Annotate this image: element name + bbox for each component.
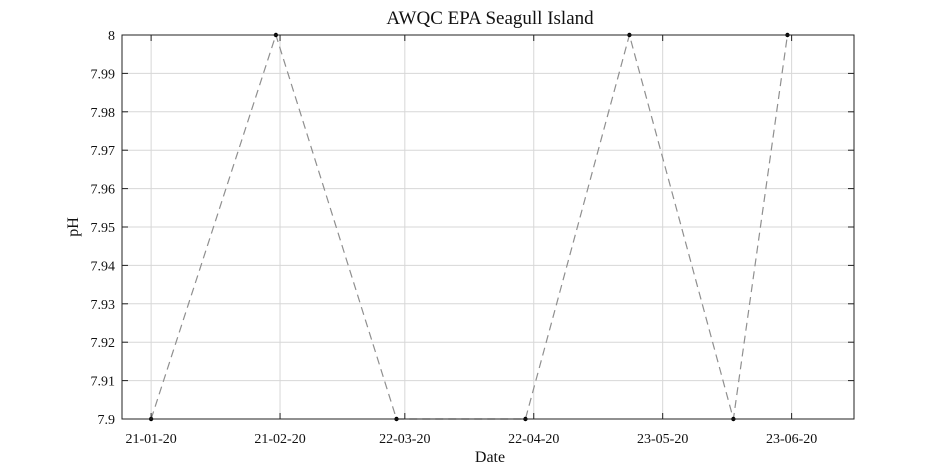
y-tick-label: 7.99 [91, 67, 116, 82]
x-tick-label: 23-05-20 [637, 432, 688, 447]
y-tick-label: 7.91 [91, 375, 116, 390]
y-axis-label: pH [65, 217, 82, 237]
y-tick-label: 7.9 [98, 413, 116, 428]
x-tick-label: 23-06-20 [766, 432, 817, 447]
x-tick-label: 22-03-20 [379, 432, 430, 447]
axis-layer: 21-01-20 21-02-20 22-03-20 22-04-20 23-05-20… [91, 29, 855, 447]
x-tick-label: 21-01-20 [125, 432, 176, 447]
chart-title: AWQC EPA Seagull Island [386, 8, 594, 29]
y-tick-label: 7.97 [91, 144, 116, 159]
x-tick-label: 22-04-20 [508, 432, 559, 447]
y-tick-label: 7.95 [91, 221, 116, 236]
y-tick-label: 8 [108, 29, 115, 44]
y-tick-label: 7.94 [91, 259, 116, 274]
y-tick-label: 7.92 [91, 336, 116, 351]
y-tick-label: 7.98 [91, 106, 116, 121]
y-tick-label: 7.96 [91, 183, 116, 198]
x-tick-label: 21-02-20 [254, 432, 305, 447]
x-axis-label: Date [475, 449, 505, 466]
grid-lines [122, 34, 854, 420]
y-tick-label: 7.93 [91, 298, 116, 313]
